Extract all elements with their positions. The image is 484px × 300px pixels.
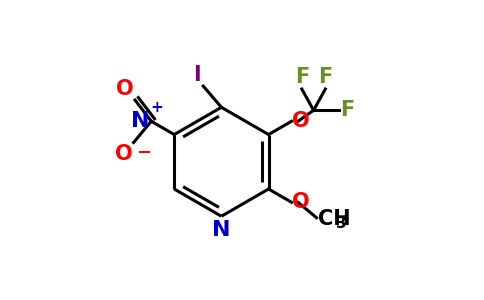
Text: I: I <box>193 64 201 85</box>
Text: F: F <box>318 67 333 87</box>
Text: 3: 3 <box>336 215 347 230</box>
Text: F: F <box>295 67 309 87</box>
Text: O: O <box>292 111 310 131</box>
Text: F: F <box>340 100 354 120</box>
Text: N: N <box>212 220 231 240</box>
Text: O: O <box>115 144 132 164</box>
Text: O: O <box>116 79 134 99</box>
Text: +: + <box>151 100 163 115</box>
Text: CH: CH <box>318 209 350 229</box>
Text: O: O <box>292 192 310 212</box>
Text: N: N <box>131 111 150 131</box>
Text: −: − <box>136 144 151 162</box>
